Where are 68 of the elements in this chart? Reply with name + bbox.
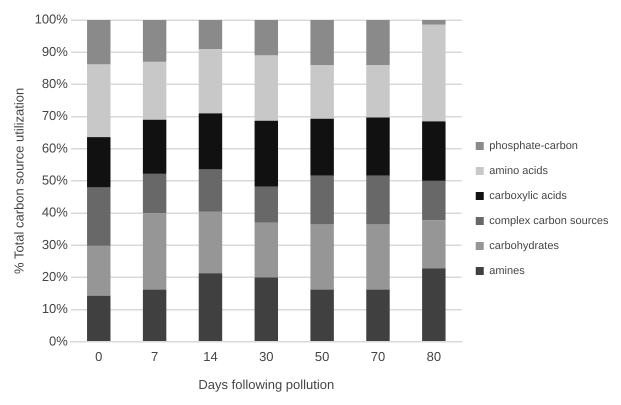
bar — [198, 48, 222, 114]
bar — [254, 55, 278, 121]
y-tick-label: 20% — [42, 269, 68, 284]
legend-label: amines — [489, 265, 526, 278]
bar — [422, 24, 446, 122]
x-tick-label: 80 — [426, 349, 442, 364]
bar — [87, 296, 110, 342]
y-axis-title: % Total carbon source utilization — [11, 88, 26, 274]
y-tick-label: 80% — [42, 76, 68, 91]
bar — [254, 222, 278, 278]
y-tick-label: 40% — [42, 204, 68, 220]
bar — [198, 273, 222, 342]
bar — [254, 20, 278, 56]
bar — [422, 268, 446, 342]
bar — [87, 246, 110, 296]
bar — [366, 176, 390, 224]
bar — [366, 118, 390, 176]
bar — [198, 169, 222, 212]
bar — [87, 64, 110, 138]
bar — [310, 290, 334, 342]
y-tick-label: 0% — [49, 333, 68, 348]
bar — [422, 180, 446, 220]
bar — [310, 20, 334, 66]
bar — [254, 120, 278, 187]
bar — [366, 65, 390, 118]
y-tick-label: 50% — [42, 172, 68, 188]
x-tick-label: 0 — [95, 349, 102, 364]
x-tick-label: 7 — [150, 349, 158, 364]
y-tick-label: 60% — [42, 140, 68, 156]
x-tick-label: 14 — [203, 349, 218, 364]
bar — [254, 277, 278, 342]
bar — [366, 290, 390, 342]
x-axis-title: Days following pollution — [198, 376, 334, 392]
legend-label: amino acids — [489, 165, 548, 178]
bar — [198, 211, 222, 274]
bar — [366, 20, 390, 66]
bar — [142, 290, 166, 342]
y-tick-label: 100% — [34, 12, 68, 27]
bar — [422, 121, 446, 181]
bar — [310, 224, 334, 290]
bar — [142, 120, 166, 174]
bar — [422, 220, 446, 268]
bar — [142, 213, 166, 290]
bar — [198, 113, 222, 170]
y-tick-label: 30% — [42, 236, 68, 252]
legend-label: carboxylic acids — [489, 190, 568, 202]
y-tick-label: 10% — [42, 301, 68, 316]
bar — [142, 62, 166, 120]
x-tick-label: 70 — [370, 349, 386, 364]
y-tick-label: 90% — [42, 44, 68, 59]
bar — [310, 176, 334, 224]
x-tick-label: 50 — [314, 349, 330, 364]
x-tick-label: 30 — [259, 349, 274, 364]
bar — [87, 20, 110, 64]
bar — [87, 137, 110, 188]
bar — [254, 186, 278, 223]
bar — [310, 65, 334, 119]
legend-label: phosphate-carbon — [489, 140, 578, 152]
bar — [366, 224, 390, 290]
bar — [87, 187, 110, 246]
bar — [310, 118, 334, 176]
legend-label: complex carbon sources — [489, 215, 609, 228]
bar — [142, 174, 166, 214]
bar — [422, 20, 446, 25]
bar — [142, 20, 166, 62]
bar — [198, 20, 222, 49]
y-tick-label: 70% — [42, 108, 68, 124]
legend-label: carbohydrates — [489, 240, 560, 252]
